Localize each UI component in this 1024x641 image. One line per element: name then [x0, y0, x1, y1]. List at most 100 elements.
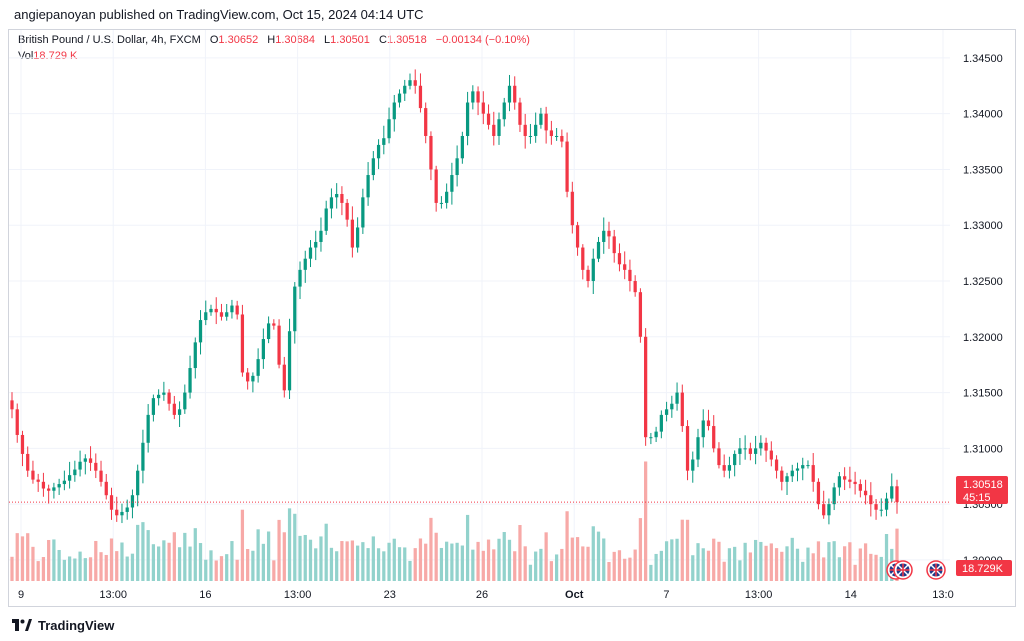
candle-body: [565, 141, 569, 192]
volume-bar: [659, 550, 663, 581]
candle-body: [209, 308, 213, 313]
volume-bar: [843, 546, 847, 581]
last-price-label: 1.30518: [963, 479, 1003, 491]
candle-body: [183, 392, 187, 410]
volume-bar: [287, 508, 292, 581]
volume-bar: [575, 537, 580, 581]
candle-body: [822, 504, 826, 516]
candle-body: [251, 375, 255, 382]
candle-body: [644, 336, 648, 438]
candle-body: [256, 359, 260, 376]
volume-bar: [209, 550, 213, 581]
tradingview-logo[interactable]: TradingView: [12, 617, 114, 633]
candle-body: [424, 108, 428, 136]
candle-body: [345, 202, 349, 220]
candle-body: [523, 124, 527, 136]
volume-bar: [219, 556, 224, 581]
grid-lines: [9, 30, 950, 580]
volume-bar: [136, 524, 140, 581]
candle-body: [670, 403, 674, 410]
candle-body: [675, 392, 679, 404]
candle-body: [219, 312, 224, 317]
time-tick-label: 16: [199, 589, 211, 601]
volume-bar: [528, 564, 533, 581]
volume-bar: [748, 552, 752, 581]
symbol-label[interactable]: British Pound / U.S. Dollar, 4h, FXCM: [18, 34, 201, 46]
volume-bar: [785, 546, 789, 581]
time-tick-label: 13:00: [99, 589, 127, 601]
candle-body: [685, 426, 690, 471]
volume-bar: [256, 529, 260, 581]
candle-body: [623, 264, 627, 270]
volume-bar: [47, 539, 51, 581]
volume-bar: [67, 556, 72, 581]
uk-flag-icon[interactable]: [893, 560, 913, 580]
candle-body: [863, 490, 868, 496]
volume-bar: [57, 549, 61, 581]
candle-body: [188, 368, 192, 393]
candle-body: [115, 509, 119, 516]
candle-body: [450, 175, 454, 192]
price-tick-label: 1.34000: [963, 109, 1003, 121]
candle-body: [691, 459, 695, 471]
low-value: 1.30501: [330, 34, 370, 46]
volume-bar: [806, 547, 810, 581]
candle-body: [554, 135, 559, 137]
candle-body: [15, 409, 19, 435]
volume-bar: [424, 543, 428, 581]
volume-bar: [706, 550, 711, 581]
publisher-line: angiepanoyan published on TradingView.co…: [14, 7, 424, 22]
candle-body: [193, 342, 197, 369]
candle-body: [549, 130, 554, 136]
volume-bar: [863, 543, 868, 581]
candle-body: [303, 258, 307, 270]
candle-body: [843, 476, 847, 480]
volume-bar: [214, 560, 218, 581]
volume-label[interactable]: Vol: [18, 50, 34, 62]
candle-body: [801, 465, 805, 469]
volume-bar: [418, 538, 423, 581]
candle-body: [403, 85, 407, 94]
volume-bar: [266, 531, 271, 581]
close-value: 1.30518: [386, 34, 427, 46]
candle-body: [282, 364, 286, 391]
volume-bar: [644, 461, 648, 581]
volume-bar: [193, 528, 197, 581]
time-axis[interactable]: 9 13:00 16 13:00 23 26 Oct 7 13:00 14 13:0: [18, 589, 954, 601]
volume-bar: [492, 549, 496, 581]
candle-body: [314, 241, 318, 248]
volume-bar: [52, 539, 56, 581]
volume-bar: [62, 559, 66, 581]
volume-bar: [26, 533, 30, 581]
volume-bar: [664, 541, 669, 581]
volume-bar: [130, 553, 135, 581]
volume-bar: [513, 551, 517, 581]
volume-bar: [895, 528, 899, 581]
candle-body: [67, 475, 72, 481]
volume-bar: [743, 542, 747, 581]
volume-bar: [727, 548, 732, 581]
volume-bar: [88, 557, 93, 581]
candle-body: [272, 323, 276, 326]
candle-body: [790, 470, 794, 477]
volume-bar: [225, 554, 229, 581]
uk-flag-icon[interactable]: [926, 560, 946, 580]
volume-bar: [329, 547, 334, 581]
candle-body: [392, 102, 396, 120]
candle-body: [481, 102, 485, 114]
candle-body: [486, 113, 491, 125]
candle-body: [319, 230, 323, 242]
volume-bar: [298, 535, 302, 581]
candle-body: [507, 85, 512, 103]
candle-body: [874, 504, 878, 510]
volume-legend: Vol18.729 K: [18, 50, 77, 62]
volume-bar: [36, 561, 40, 581]
volume-bar: [172, 532, 176, 581]
price-tick-label: 1.34500: [963, 53, 1003, 65]
candle-body: [439, 202, 444, 204]
candle-body: [94, 462, 98, 471]
volume-bar: [696, 543, 700, 581]
candle-body: [287, 331, 292, 391]
candle-body: [141, 442, 145, 471]
